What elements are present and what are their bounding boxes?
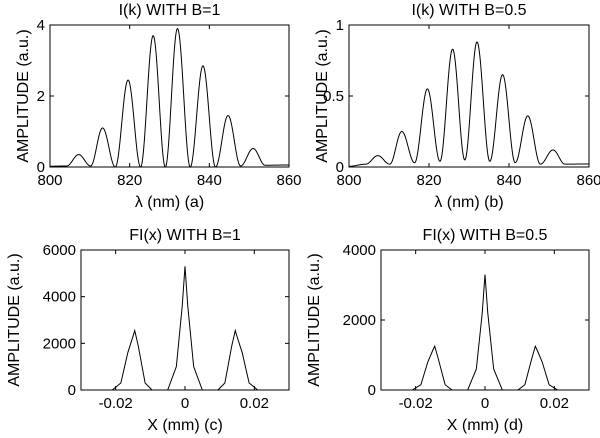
plot-frame-b — [348, 24, 590, 168]
chart-title-a: I(k) WITH B=1 — [119, 2, 221, 19]
chart-panel-b: I(k) WITH B=0.5 800 820 840 860 0 0.5 1 λ (nm) (… — [314, 2, 600, 211]
y-axis-label-d: AMPLITUDE (a.u.) — [306, 253, 323, 386]
chart-title-d: FI(x) WITH B=0.5 — [423, 227, 548, 244]
x-tick-label: 0.02 — [540, 395, 569, 412]
y-tick-label: 0 — [37, 159, 45, 176]
y-tick-label: 6000 — [43, 242, 76, 259]
y-tick-label: 2000 — [43, 335, 76, 352]
x-tick-label: 820 — [416, 172, 441, 189]
y-tick-label: 4 — [37, 17, 45, 34]
x-tick-label: -0.02 — [399, 395, 433, 412]
x-axis-label-b: λ (nm) (b) — [434, 194, 503, 211]
x-tick-label: 800 — [336, 172, 361, 189]
y-tick-label: 2000 — [343, 312, 376, 329]
x-tick-label: 840 — [197, 172, 222, 189]
y-tick-label: 0 — [368, 382, 376, 399]
y-tick-label: 4000 — [43, 289, 76, 306]
y-tick-label: 0 — [336, 159, 344, 176]
y-axis-label-c: AMPLITUDE (a.u.) — [6, 253, 23, 386]
x-axis-label-c: X (mm) (c) — [147, 417, 223, 434]
y-tick-label: 1 — [336, 17, 344, 34]
chart-panel-a: I(k) WITH B=1 800 820 840 860 0 2 4 λ (nm) (a) AM… — [15, 2, 302, 211]
y-tick-label: 0.5 — [323, 88, 344, 105]
chart-panel-d: FI(x) WITH B=0.5 -0.02 0 0.02 0 2000 4000 X (mm… — [306, 227, 590, 434]
chart-panel-c: FI(x) WITH B=1 -0.02 0 0.02 0 2000 4000 6000 X (… — [6, 227, 290, 434]
x-tick-label: 0.02 — [240, 395, 269, 412]
chart-title-c: FI(x) WITH B=1 — [129, 227, 241, 244]
x-tick-label: 860 — [276, 172, 301, 189]
plot-frame-a — [49, 24, 290, 168]
series-line-a — [50, 27, 289, 168]
y-tick-label: 0 — [68, 382, 76, 399]
series-line-b — [349, 41, 589, 167]
x-tick-label: 860 — [576, 172, 600, 189]
series-line-d — [411, 274, 559, 391]
y-tick-label: 4000 — [343, 242, 376, 259]
x-axis-label-d: X (mm) (d) — [447, 417, 523, 434]
chart-title-b: I(k) WITH B=0.5 — [411, 2, 526, 19]
x-tick-label: 0 — [481, 395, 489, 412]
x-tick-label: 0 — [181, 395, 189, 412]
x-tick-label: -0.02 — [99, 395, 133, 412]
y-axis-label-a: AMPLITUDE (a.u.) — [15, 29, 32, 162]
plot-frame-d — [380, 249, 590, 391]
x-tick-label: 840 — [496, 172, 521, 189]
x-tick-label: 800 — [37, 172, 62, 189]
series-line-c — [111, 266, 259, 391]
y-tick-label: 2 — [37, 88, 45, 105]
x-axis-label-a: λ (nm) (a) — [135, 194, 204, 211]
x-tick-label: 820 — [117, 172, 142, 189]
y-axis-label-b: AMPLITUDE (a.u.) — [314, 29, 331, 162]
